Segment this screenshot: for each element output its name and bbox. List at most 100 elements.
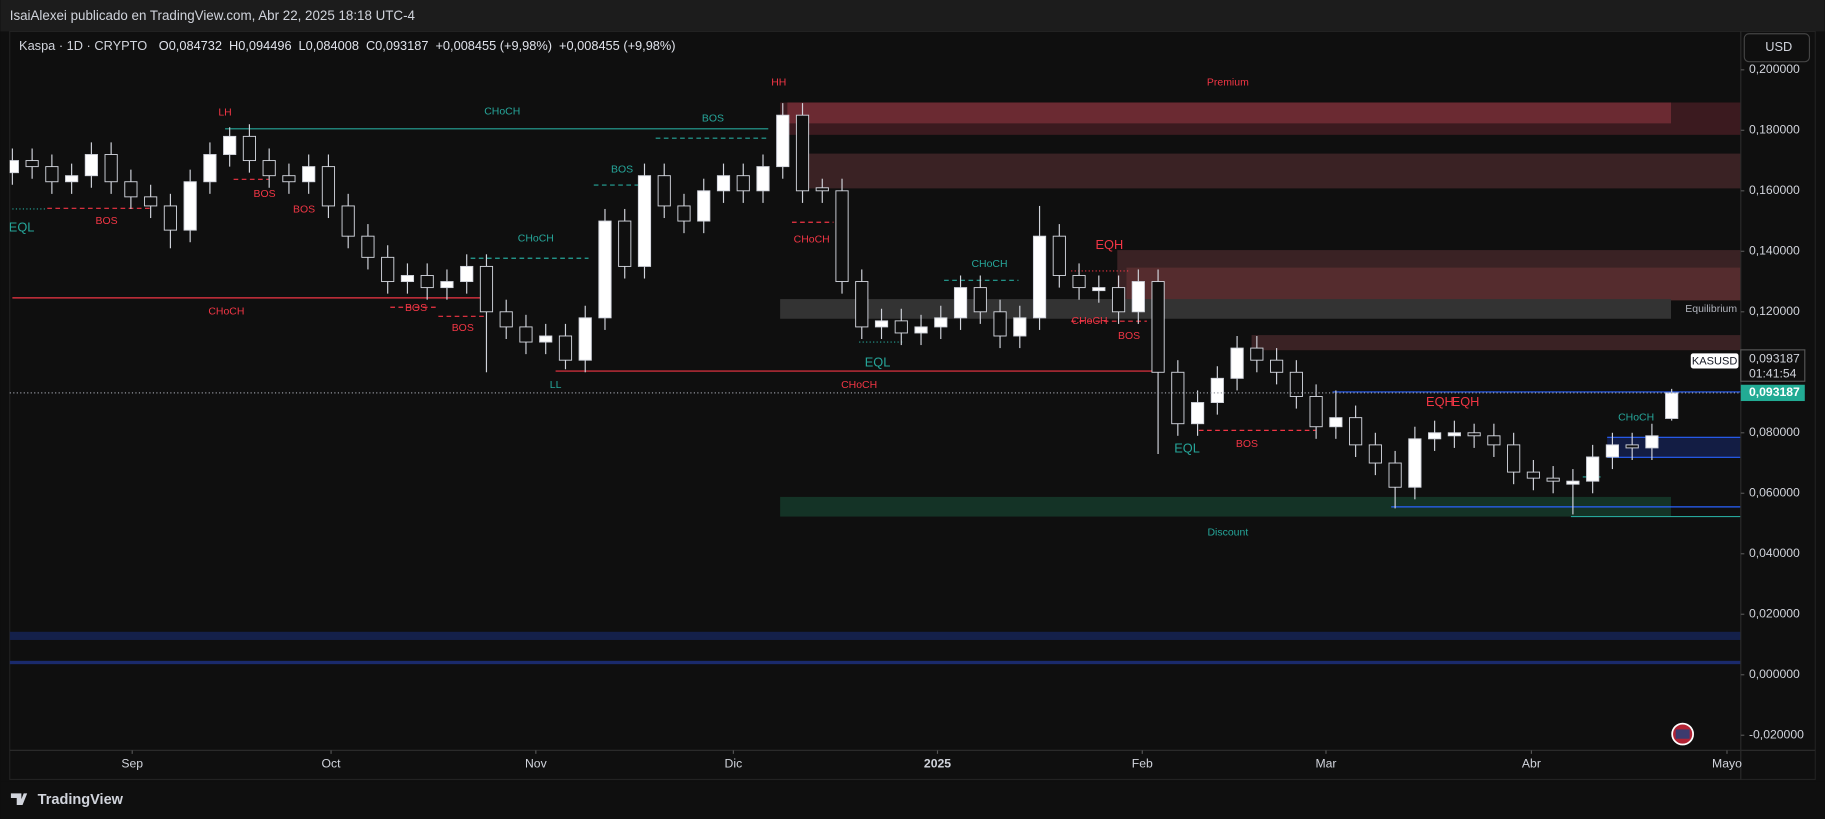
plot-area: LH HH CHoCH BOS BOS BOS EQL BOS BOS CHoCH CHoCH BOS… (9, 77, 1741, 665)
annotation: EQL (1174, 440, 1200, 455)
zone (780, 299, 1672, 319)
header-bar (0, 0, 1825, 32)
candle-body (1032, 235, 1047, 319)
candle-body (1190, 402, 1205, 425)
annotation: CHoCH (518, 233, 554, 244)
candle-body (1289, 371, 1303, 397)
candle-body (1467, 432, 1481, 437)
ohlc-value: O0,084732 (159, 38, 222, 53)
candle-body (558, 335, 573, 361)
candle-body (262, 160, 276, 177)
candle-body (874, 320, 889, 328)
candle-body (45, 166, 59, 183)
annotation: EQH (1426, 394, 1454, 409)
annotation: CHoCH (971, 259, 1007, 270)
annotation: BOS (702, 114, 724, 125)
symbol-tag-label: KASUSD (1692, 355, 1737, 367)
candle-body (894, 320, 908, 334)
candle-body (736, 175, 750, 192)
candle-body (1428, 432, 1442, 440)
candle-body (1586, 456, 1600, 482)
ohlc-value: C0,093187 (366, 38, 429, 53)
last-price-label: 0,093187 (1749, 385, 1800, 399)
annotation: HH (771, 77, 786, 88)
candle-body (1487, 435, 1501, 446)
annotation: BOS (254, 189, 276, 200)
candle-body (104, 154, 118, 183)
x-tick-label: Mar (1315, 757, 1336, 771)
candle-body (598, 220, 612, 319)
candle-body (815, 187, 829, 192)
annotation: Discount (1208, 528, 1249, 539)
candle-body (1171, 371, 1185, 425)
candle-body (282, 175, 296, 183)
candle-body (163, 205, 177, 231)
annotation: LL (550, 380, 562, 391)
footer-logo (10, 793, 28, 806)
x-tick-label: Feb (1132, 757, 1153, 771)
annotation: BOS (1118, 331, 1140, 342)
x-tick-label: Nov (525, 757, 548, 771)
annotation: CHoCH (1618, 412, 1654, 423)
candle-body (341, 205, 355, 237)
candle-body (855, 281, 869, 328)
currency-label[interactable]: USD (1765, 39, 1792, 54)
candle-body (1250, 347, 1264, 361)
candle-body (499, 311, 513, 328)
events-icon-flag[interactable] (1675, 729, 1690, 739)
candle-body (657, 175, 671, 207)
annotation: CHoCH (841, 380, 877, 391)
candle-body (1111, 287, 1126, 313)
candle-body (1092, 287, 1106, 292)
candle-body (756, 166, 770, 192)
candle-body (25, 160, 39, 168)
price-box-countdown: 01:41:54 (1749, 366, 1797, 380)
candle-body (124, 181, 138, 198)
currency-button[interactable] (1743, 33, 1811, 63)
candle-body (697, 190, 711, 222)
annotation: Equilibrium (1685, 304, 1737, 315)
candle-body (400, 275, 415, 283)
candle-body (1665, 392, 1679, 419)
candle-body (1507, 444, 1521, 473)
candle-body (302, 166, 316, 183)
candle-body (321, 166, 336, 207)
x-tick-label: Dic (725, 757, 743, 771)
symbol: Kaspa · 1D · CRYPTO (19, 38, 147, 53)
candle-body (1013, 317, 1027, 337)
y-tick-label: 0,140000 (1749, 244, 1800, 258)
annotation: CHoCH (1072, 316, 1108, 327)
symbol-tag (1690, 353, 1739, 369)
zone (1126, 267, 1741, 301)
footer-brand: TradingView (38, 792, 124, 808)
annotation: CHoCH (794, 235, 830, 246)
zone (9, 631, 1741, 640)
candle-body (1329, 417, 1343, 428)
annotation: EQH (1452, 394, 1480, 409)
x-tick-label: Sep (121, 757, 143, 771)
candle-body (934, 317, 948, 328)
y-tick-label: 0,060000 (1749, 485, 1800, 499)
annotation: BOS (95, 216, 117, 227)
candle-body (183, 181, 197, 231)
candle-body (539, 335, 553, 343)
candle-body (1072, 275, 1086, 289)
y-tick-label: 0,040000 (1749, 546, 1800, 560)
annotation: CHoCH (484, 106, 520, 117)
annotation: CHoCH (208, 307, 244, 318)
annotation: BOS (293, 204, 315, 215)
ohlc-value: +0,008455 (+9,98%) (435, 38, 552, 53)
candle-body (914, 326, 928, 334)
x-tick-label: 2025 (924, 757, 951, 771)
candle-body (223, 135, 237, 155)
candle-body (9, 160, 19, 174)
x-tick-label: Abr (1522, 757, 1541, 771)
candle-body (776, 114, 790, 168)
candle-body (460, 265, 474, 283)
annotation: BOS (405, 303, 427, 314)
publisher: IsaiAlexei publicado en TradingView.com,… (10, 8, 416, 23)
candle-body (716, 175, 731, 192)
candle-body (65, 175, 79, 183)
